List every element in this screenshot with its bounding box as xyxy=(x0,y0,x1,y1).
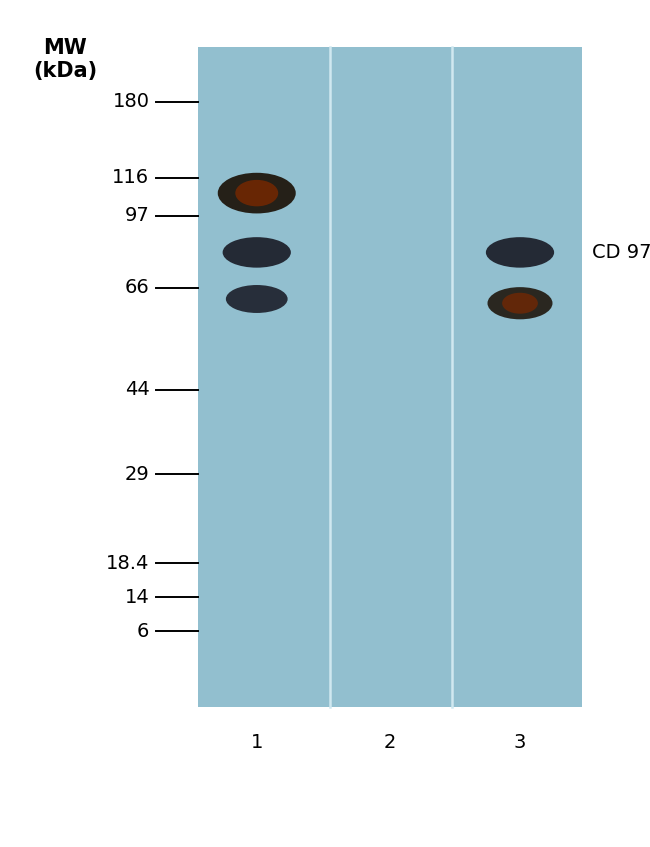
Ellipse shape xyxy=(222,237,291,268)
Text: 97: 97 xyxy=(125,207,150,225)
Ellipse shape xyxy=(218,173,296,213)
Ellipse shape xyxy=(486,237,554,268)
Text: CD 97: CD 97 xyxy=(592,243,650,262)
Text: 1: 1 xyxy=(250,733,263,751)
Text: 116: 116 xyxy=(112,169,150,187)
Text: 29: 29 xyxy=(125,465,150,484)
Ellipse shape xyxy=(226,285,287,313)
Text: MW
(kDa): MW (kDa) xyxy=(33,38,97,81)
Text: 18.4: 18.4 xyxy=(106,554,150,573)
Text: 44: 44 xyxy=(125,380,150,399)
Text: 6: 6 xyxy=(137,622,150,640)
Text: 14: 14 xyxy=(125,588,150,606)
Text: 3: 3 xyxy=(514,733,526,751)
Text: 180: 180 xyxy=(112,92,150,111)
Ellipse shape xyxy=(488,287,552,319)
Ellipse shape xyxy=(235,180,278,207)
Text: 2: 2 xyxy=(384,733,396,751)
Text: 66: 66 xyxy=(125,279,150,297)
Ellipse shape xyxy=(502,293,538,313)
Bar xyxy=(198,47,582,707)
